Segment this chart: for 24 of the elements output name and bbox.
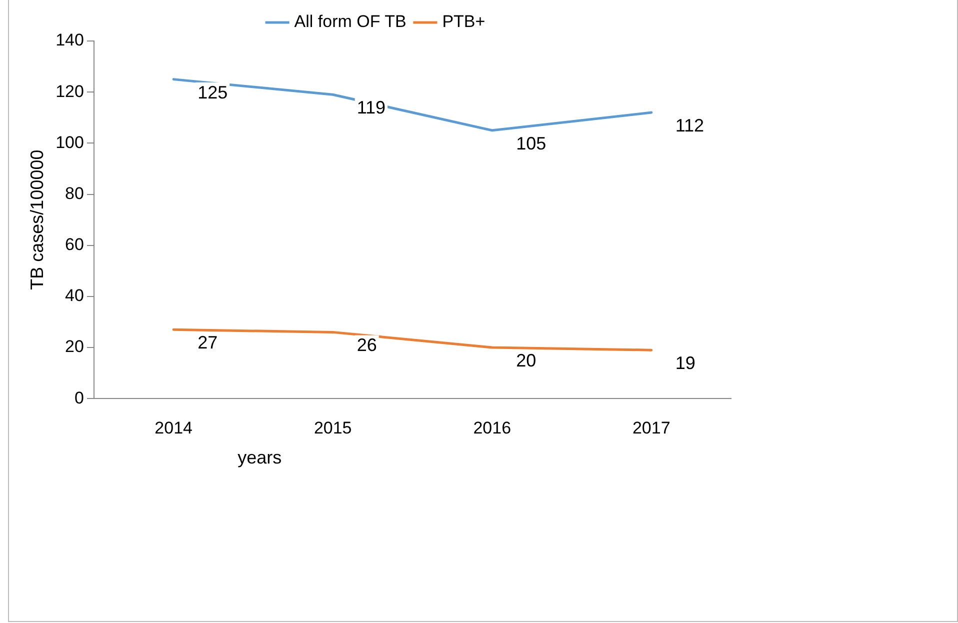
y-tick-label: 20: [65, 337, 84, 356]
y-tick-label: 100: [56, 132, 84, 152]
y-tick-label: 80: [65, 184, 84, 203]
legend-label: PTB+: [442, 12, 486, 32]
x-tick-label: 2014: [154, 418, 193, 438]
data-label: 112: [675, 115, 704, 136]
data-label: 105: [516, 133, 546, 154]
y-tick-label: 140: [56, 30, 84, 50]
data-label: 27: [198, 332, 218, 353]
data-label: 20: [516, 350, 536, 370]
data-label: 26: [356, 335, 377, 356]
y-tick-label: 0: [74, 388, 84, 408]
legend-label: All form OF TB: [294, 12, 406, 32]
data-label: 19: [675, 353, 696, 374]
x-tick-label: 2017: [632, 418, 670, 438]
x-axis-title: years: [238, 448, 282, 468]
y-tick-label: 60: [65, 235, 84, 254]
y-tick-label: 40: [65, 286, 84, 306]
data-label: 125: [198, 82, 228, 102]
y-tick-label: 120: [56, 82, 84, 101]
x-tick-label: 2016: [473, 418, 512, 438]
y-axis-title: TB cases/100000: [26, 150, 47, 290]
data-label: 119: [356, 98, 386, 118]
x-tick-label: 2015: [314, 418, 352, 438]
